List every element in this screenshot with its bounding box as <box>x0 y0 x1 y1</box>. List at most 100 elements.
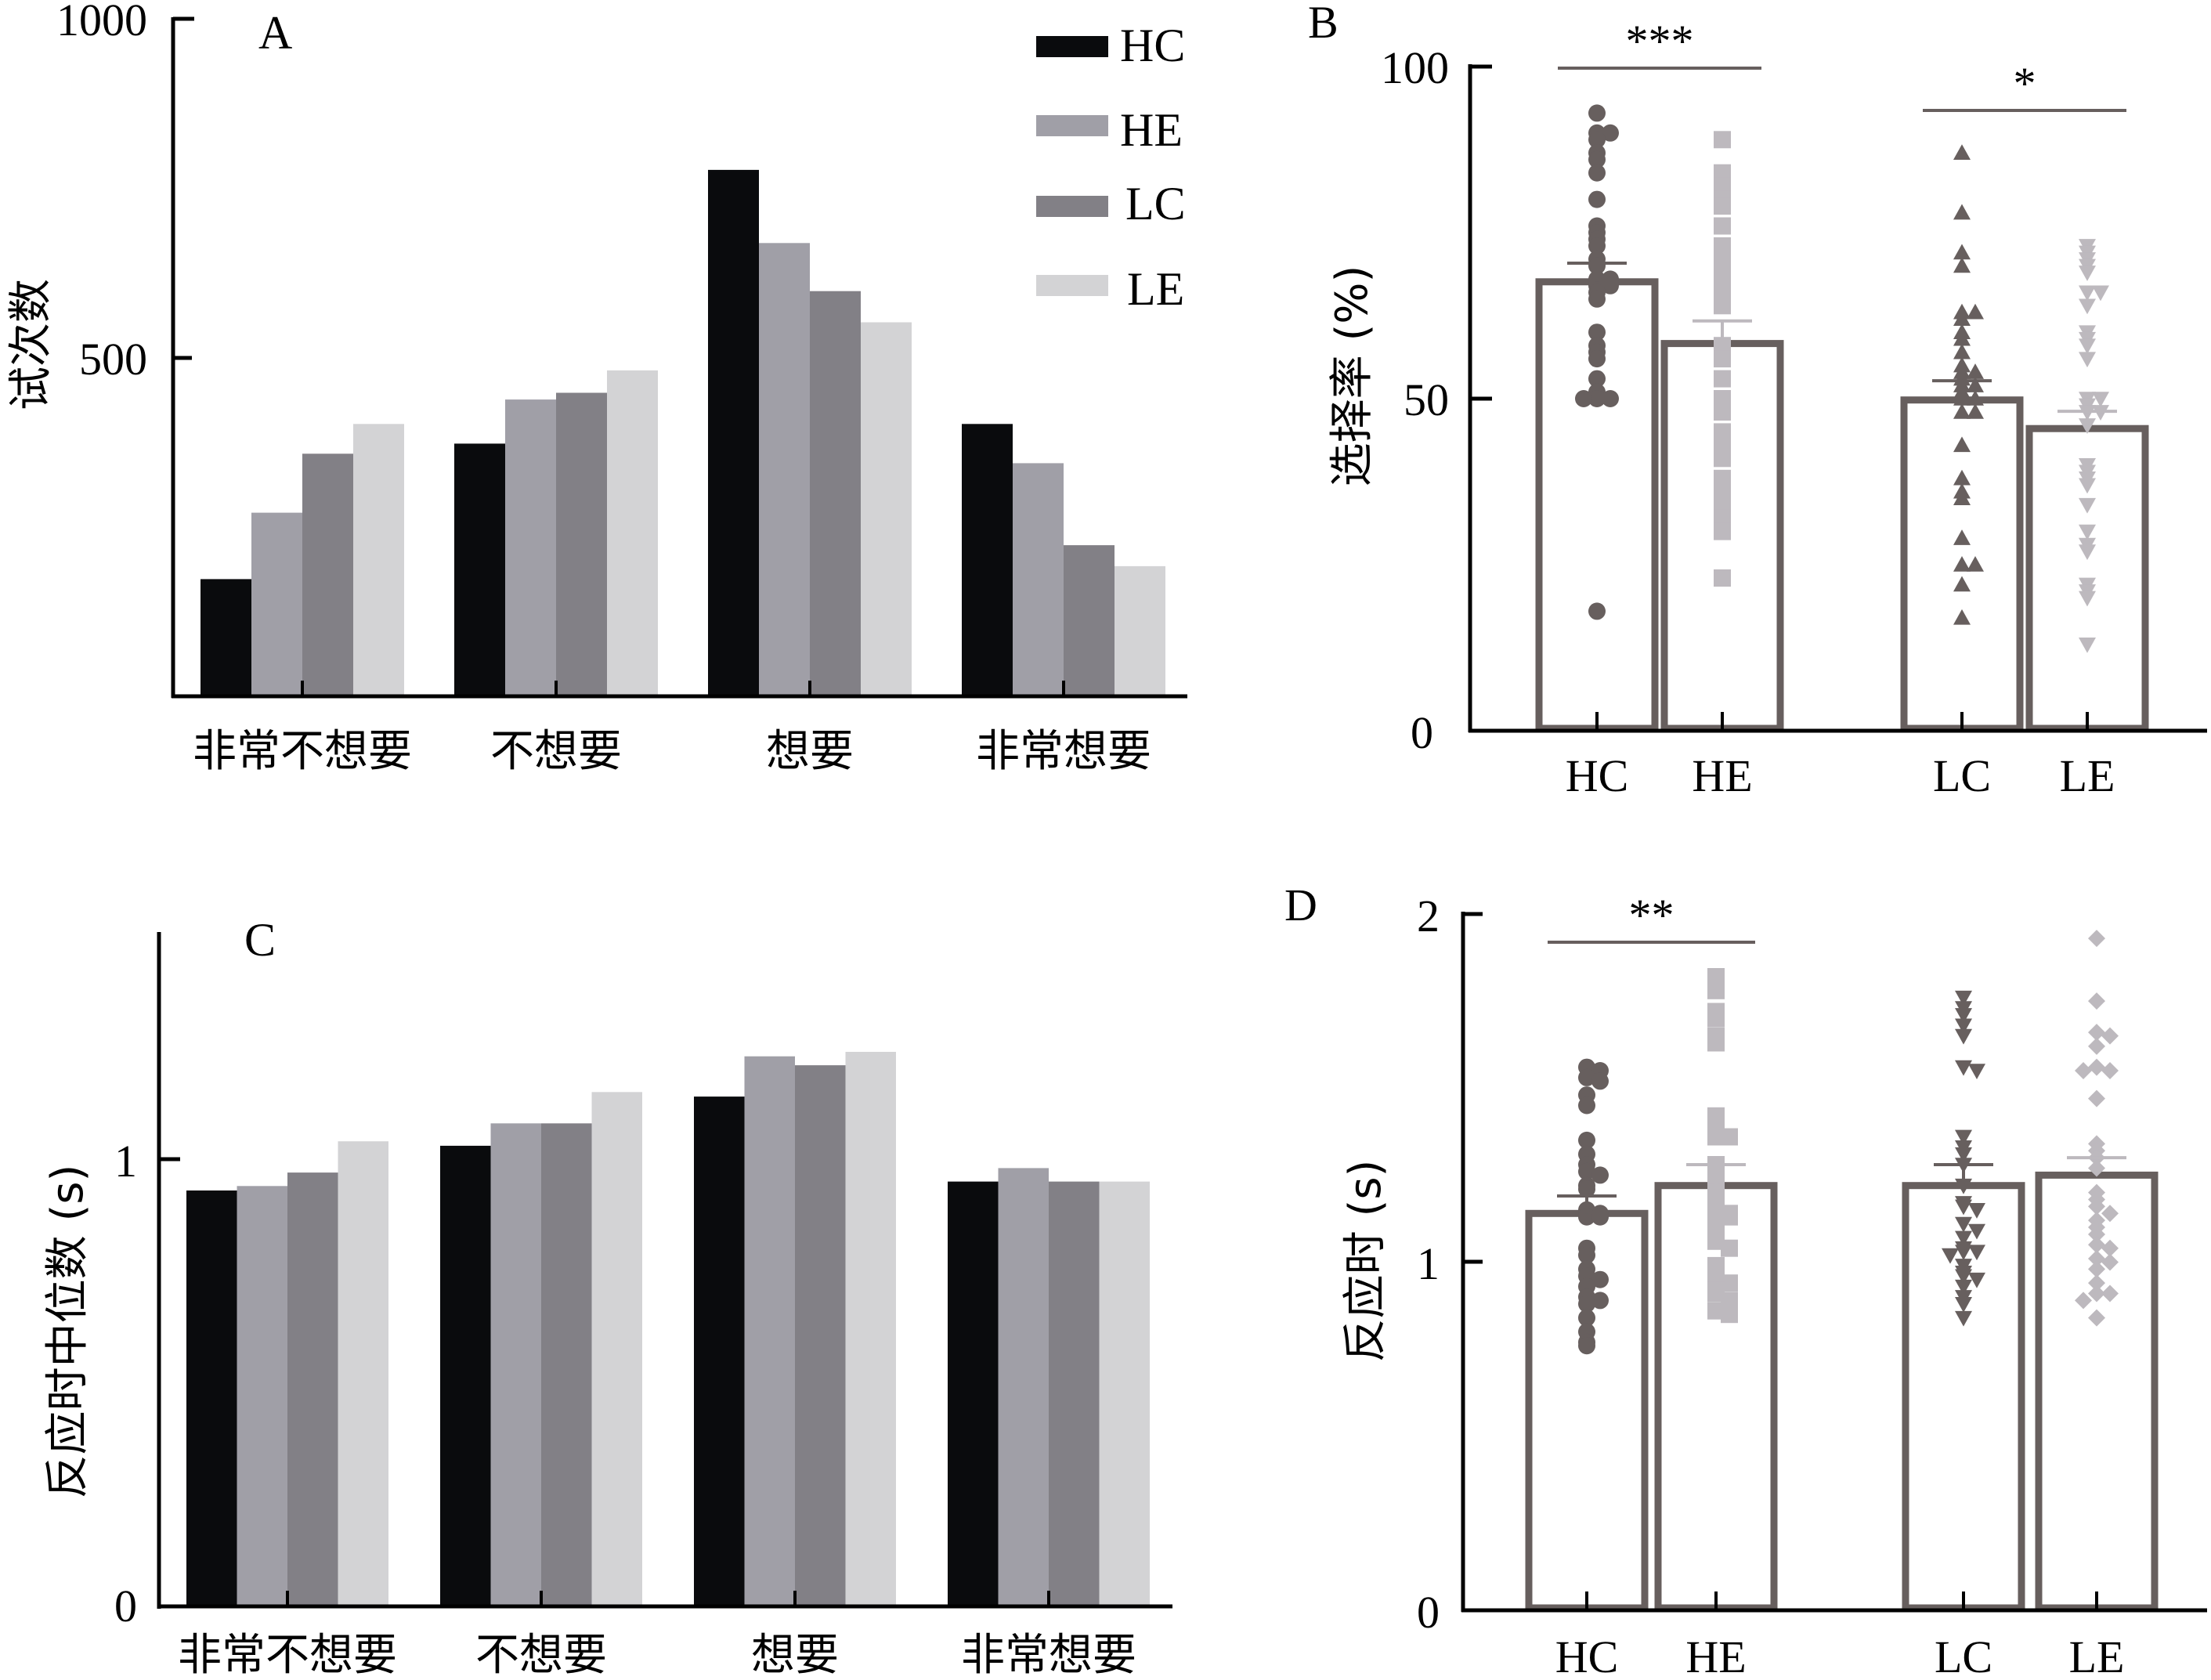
panel-d-x-label-le: LE <box>2069 1631 2125 1680</box>
panel-a-x-labels: 非常不想要 不想要 想要 非常想要 <box>193 726 1151 777</box>
panel-a-x-label: 非常想要 <box>976 726 1151 777</box>
panel-c-x-label: 想要 <box>751 1630 839 1680</box>
data-point-lc <box>1955 1147 1972 1163</box>
data-point-he <box>1714 423 1731 441</box>
bar-lc <box>556 392 607 696</box>
data-point-he <box>1714 569 1731 587</box>
data-point-hc <box>1578 1131 1595 1149</box>
data-point-he <box>1707 1232 1725 1250</box>
legend-swatch-lc <box>1036 196 1108 217</box>
data-point-hc <box>1588 350 1606 368</box>
panel-d-x-label-lc: LC <box>1935 1631 1992 1680</box>
data-point-le <box>2075 1292 2092 1310</box>
data-point-hc <box>1588 150 1606 168</box>
data-point-lc <box>1955 1018 1972 1035</box>
data-point-he <box>1707 1302 1725 1320</box>
bar-he <box>505 399 556 696</box>
data-point-le <box>2079 478 2096 494</box>
panel-a-x-label: 想要 <box>766 726 854 777</box>
data-point-lc <box>1955 1245 1972 1261</box>
data-point-lc <box>1955 1297 1972 1313</box>
data-point-le <box>2088 1024 2105 1042</box>
data-point-he <box>1714 131 1731 149</box>
data-point-le <box>2101 1239 2119 1257</box>
data-point-le <box>2088 1198 2105 1216</box>
bar-hc <box>962 424 1013 696</box>
panel-b-ytick-label-0: 0 <box>1411 707 1433 758</box>
data-point-he <box>1714 284 1731 302</box>
panel-a-y-axis-label: 试次数 <box>5 279 56 410</box>
data-point-lc <box>1955 990 1972 1006</box>
data-point-le <box>2092 392 2109 407</box>
legend: HC HE LC LE <box>1036 20 1186 315</box>
data-point-he <box>1707 981 1725 999</box>
bar-le <box>845 1052 896 1606</box>
data-point-le <box>2088 1058 2105 1076</box>
data-point-he <box>1707 1267 1725 1285</box>
data-point-lc <box>1955 1279 1972 1295</box>
panel-a-x-label: 非常不想要 <box>193 726 412 777</box>
data-point-le <box>2079 524 2096 540</box>
panel-c-bars <box>186 1052 1150 1606</box>
data-point-le <box>2088 1250 2105 1268</box>
legend-item-hc: HC <box>1036 20 1185 71</box>
panel-c-x-labels: 非常不想要 不想要 想要 非常想要 <box>178 1630 1136 1680</box>
data-point-he <box>1714 350 1731 368</box>
data-point-hc <box>1591 1270 1609 1288</box>
data-point-he <box>1707 1128 1725 1146</box>
data-point-le <box>2079 285 2096 302</box>
data-point-hc <box>1591 1072 1609 1090</box>
data-point-he <box>1714 297 1731 315</box>
data-point-hc <box>1602 390 1619 407</box>
panel-c-ytick-label-0: 0 <box>114 1581 137 1631</box>
panel-d-ytick-label-1: 1 <box>1417 1238 1440 1289</box>
data-point-hc <box>1578 1295 1595 1313</box>
data-point-le <box>2088 1089 2105 1107</box>
data-point-he <box>1714 450 1731 468</box>
data-point-lc <box>1955 1310 1972 1327</box>
panel-label-d: D <box>1284 880 1317 930</box>
data-point-le <box>2088 930 2105 948</box>
data-point-lc <box>1955 1060 1972 1076</box>
panel-d-x-label-hc: HC <box>1555 1631 1619 1680</box>
data-point-lc <box>1953 436 1971 453</box>
data-point-lc <box>1953 204 1971 220</box>
data-point-he <box>1714 469 1731 487</box>
panel-c-x-label: 非常想要 <box>961 1630 1136 1680</box>
data-point-le <box>2079 591 2096 607</box>
data-point-hc <box>1591 1292 1609 1310</box>
data-point-lc <box>1953 244 1971 260</box>
data-point-le <box>2088 1037 2105 1055</box>
panel-a-bars <box>201 169 1165 696</box>
significance-stars-lc-le: * <box>2014 58 2036 109</box>
legend-label-hc: HC <box>1120 20 1185 71</box>
data-point-lc <box>1967 377 1984 392</box>
panel-a-x-label: 不想要 <box>490 726 622 777</box>
data-point-lc <box>1968 1203 1985 1219</box>
panel-a-ytick-label-1000: 1000 <box>56 0 147 45</box>
panel-label-b: B <box>1308 0 1339 48</box>
data-point-hc <box>1588 237 1606 255</box>
data-point-lc <box>1955 1028 1972 1045</box>
panel-c-x-label: 非常不想要 <box>178 1630 397 1680</box>
data-point-lc <box>1942 1248 1959 1264</box>
data-point-hc <box>1578 1208 1595 1226</box>
panel-b-x-label-he: HE <box>1692 750 1752 801</box>
panel-d-significance: ** <box>1548 890 1755 944</box>
panel-c-ytick-label-1: 1 <box>114 1136 137 1187</box>
data-point-lc <box>1967 303 1984 320</box>
data-point-le <box>2079 637 2096 653</box>
data-point-hc <box>1591 1208 1609 1226</box>
data-point-he <box>1707 1010 1725 1028</box>
bar-hc <box>201 579 251 696</box>
data-point-hc <box>1578 1162 1595 1180</box>
data-point-le <box>2088 1260 2105 1278</box>
legend-swatch-he <box>1036 115 1108 136</box>
data-point-lc <box>1953 257 1971 273</box>
bar-le <box>861 322 912 696</box>
data-point-he <box>1714 370 1731 388</box>
data-point-le <box>2079 266 2096 281</box>
significance-stars-hc-he: ** <box>1629 890 1675 941</box>
data-point-lc <box>1967 403 1984 419</box>
panel-c: C 1 0 反应时中位数 (s) 非常不想要 不想要 想要 非常想要 <box>42 914 1172 1680</box>
